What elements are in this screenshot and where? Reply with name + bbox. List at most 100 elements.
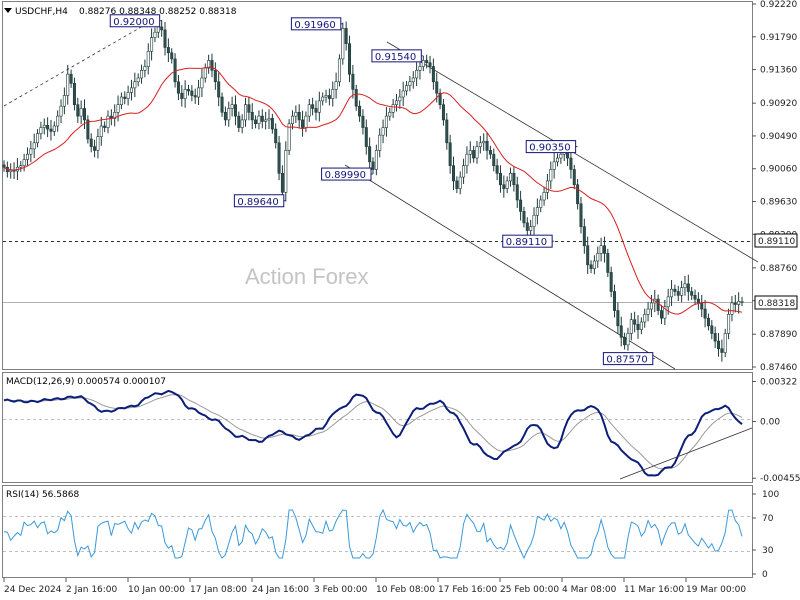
- moving-average-line: [3, 66, 743, 315]
- rsi-axis: 100 70 30 0: [752, 490, 779, 580]
- candle: [257, 110, 261, 130]
- candle: [250, 103, 254, 130]
- candle: [586, 236, 590, 274]
- candle: [264, 111, 268, 130]
- price-annotation: 0.92000: [109, 14, 162, 28]
- svg-text:0.89110: 0.89110: [506, 237, 547, 248]
- level-price-box: [754, 233, 798, 248]
- candle: [673, 284, 677, 297]
- candle: [290, 110, 294, 130]
- candle: [93, 139, 97, 158]
- candle: [76, 97, 80, 123]
- candle: [512, 166, 516, 192]
- price-tick-label: 0.87890: [760, 330, 797, 340]
- candle: [519, 190, 523, 221]
- rsi-tick-label: 30: [762, 546, 774, 556]
- price-tick-label: 0.91790: [760, 33, 797, 43]
- rsi-panel-frame: [2, 485, 753, 578]
- candle: [633, 311, 637, 333]
- candle: [210, 53, 214, 78]
- candle: [666, 288, 670, 315]
- candle: [267, 109, 271, 130]
- candle: [66, 65, 70, 105]
- candle: [431, 58, 435, 90]
- candle: [606, 248, 610, 278]
- macd-main-line: [3, 389, 743, 477]
- price-tick-label: 0.90060: [760, 165, 797, 175]
- candle: [740, 296, 744, 306]
- candle: [113, 104, 117, 127]
- dropdown-triangle-icon[interactable]: [4, 8, 12, 13]
- price-tick-label: 0.87460: [760, 363, 797, 373]
- candle: [411, 71, 415, 89]
- candle: [465, 146, 469, 174]
- candle: [83, 99, 87, 130]
- current-price-label: 0.88318: [758, 299, 795, 309]
- candle: [72, 77, 76, 111]
- candle: [9, 163, 13, 179]
- candle: [636, 315, 640, 339]
- candle: [361, 109, 365, 135]
- candle: [485, 132, 489, 160]
- candle: [321, 92, 325, 106]
- candle: [643, 308, 647, 328]
- candle: [706, 313, 710, 331]
- candle: [462, 158, 466, 184]
- candle: [324, 89, 328, 103]
- candle: [89, 133, 93, 153]
- candle: [663, 299, 667, 326]
- candle: [589, 260, 593, 274]
- candle: [327, 88, 331, 106]
- candle: [498, 165, 502, 193]
- candle: [170, 48, 174, 64]
- candle: [99, 116, 103, 146]
- candle: [368, 137, 372, 172]
- candle: [49, 119, 53, 141]
- candle: [207, 54, 211, 74]
- macd-tick-label: 0.00322: [760, 377, 797, 387]
- candle: [616, 302, 620, 334]
- svg-text:0.91540: 0.91540: [375, 52, 416, 63]
- candle: [626, 327, 630, 351]
- macd-label: MACD(12,26,9) 0.000574 0.000107: [6, 377, 166, 387]
- candle: [79, 100, 83, 125]
- candle: [133, 72, 137, 98]
- candle: [676, 285, 680, 302]
- candle: [737, 292, 741, 314]
- price-annotation: 0.89990: [321, 167, 373, 181]
- candle: [472, 145, 476, 163]
- candle: [351, 65, 355, 99]
- time-tick-label: 11 Mar 16:00: [624, 585, 684, 595]
- price-annotation: 0.91540: [371, 49, 424, 63]
- candle: [391, 98, 395, 119]
- candle: [223, 106, 227, 126]
- candle: [247, 96, 251, 121]
- price-tick-label: 0.92220: [760, 0, 797, 10]
- macd-panel-frame: [2, 372, 753, 483]
- candle: [384, 106, 388, 137]
- candle: [394, 93, 398, 112]
- price-annotation: 0.90350: [525, 140, 578, 154]
- candle: [602, 236, 606, 263]
- candle: [334, 72, 338, 99]
- time-tick-label: 17 Jan 08:00: [190, 585, 247, 595]
- candle: [542, 186, 546, 206]
- candle: [727, 308, 731, 340]
- candle: [670, 280, 674, 306]
- candle: [143, 59, 147, 78]
- candle: [401, 81, 405, 107]
- candle: [683, 275, 687, 296]
- candle: [572, 164, 576, 190]
- candle: [2, 160, 6, 172]
- candle: [244, 97, 248, 127]
- macd-trend-line: [619, 427, 753, 480]
- candle: [294, 105, 298, 123]
- candle: [609, 266, 613, 298]
- candle: [364, 119, 368, 155]
- candle: [529, 219, 533, 238]
- candle: [659, 304, 663, 324]
- candle: [237, 111, 241, 133]
- candle: [475, 140, 479, 164]
- candle: [126, 85, 130, 106]
- candle: [425, 54, 429, 69]
